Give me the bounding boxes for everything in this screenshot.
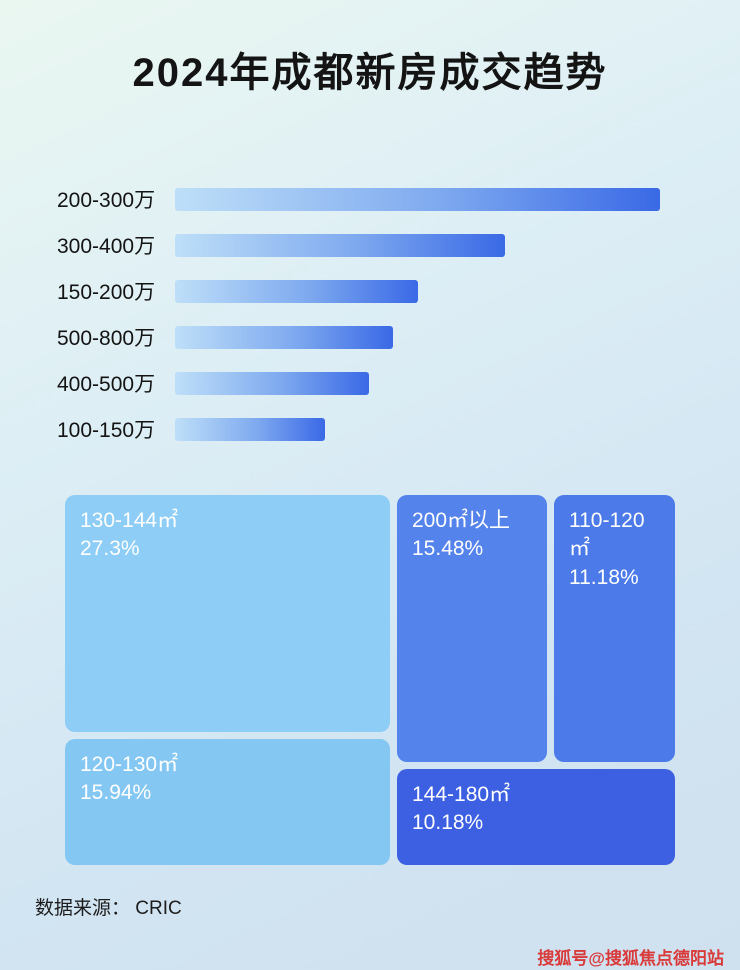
bar-row: 150-200万 (57, 268, 697, 314)
treemap-block-value: 15.94% (80, 781, 152, 805)
bar-track (175, 279, 697, 303)
treemap-block-label: 144-180㎡ (412, 783, 511, 806)
treemap-block-value: 15.48% (412, 537, 484, 561)
treemap-block: 130-144㎡ 27.3% (65, 495, 390, 732)
bar-category-label: 100-150万 (57, 419, 156, 442)
bar-category-label: 150-200万 (57, 281, 156, 304)
bar-row: 200-300万 (57, 176, 697, 222)
treemap-block: 120-130㎡ 15.94% (65, 739, 390, 865)
treemap-block-label: 130-144㎡ (80, 509, 179, 532)
bar-row: 300-400万 (57, 222, 697, 268)
bar-track (175, 325, 697, 349)
treemap-block: 110-120㎡ 11.18% (554, 495, 675, 762)
bar-track (175, 187, 697, 211)
bar-fill (175, 279, 418, 303)
watermark-label: 搜狐号@搜狐焦点德阳站 (537, 949, 724, 968)
treemap-block: 200㎡以上 15.48% (397, 495, 547, 762)
data-source-label: 数据来源： CRIC (35, 898, 182, 919)
bar-category-label: 200-300万 (57, 189, 156, 212)
treemap-block-label: 110-120㎡ (569, 509, 645, 561)
treemap-block-label: 200㎡以上 (412, 509, 511, 532)
treemap-block-value: 27.3% (80, 537, 140, 561)
bar-track (175, 417, 697, 441)
bar-category-label: 500-800万 (57, 327, 156, 350)
treemap-block-label: 120-130㎡ (80, 753, 179, 776)
treemap-block-value: 11.18% (569, 565, 639, 589)
bar-row: 100-150万 (57, 406, 697, 452)
bar-row: 400-500万 (57, 360, 697, 406)
bar-fill (175, 371, 369, 395)
bar-row: 500-800万 (57, 314, 697, 360)
treemap-block: 144-180㎡ 10.18% (397, 769, 675, 865)
bar-fill (175, 325, 393, 349)
bar-track (175, 371, 697, 395)
page-title: 2024年成都新房成交趋势 (132, 51, 608, 95)
bar-fill (175, 417, 325, 441)
bar-track (175, 233, 697, 257)
area-size-treemap: 130-144㎡ 27.3% 120-130㎡ 15.94% 200㎡以上 15.48% 1… (65, 495, 675, 865)
bar-fill (175, 187, 660, 211)
bar-category-label: 400-500万 (57, 373, 156, 396)
price-range-bar-chart: 200-300万 300-400万 150-200万 500-800万 400-500万… (57, 176, 697, 452)
treemap-block-value: 10.18% (412, 811, 484, 835)
bar-category-label: 300-400万 (57, 235, 156, 258)
bar-fill (175, 233, 505, 257)
